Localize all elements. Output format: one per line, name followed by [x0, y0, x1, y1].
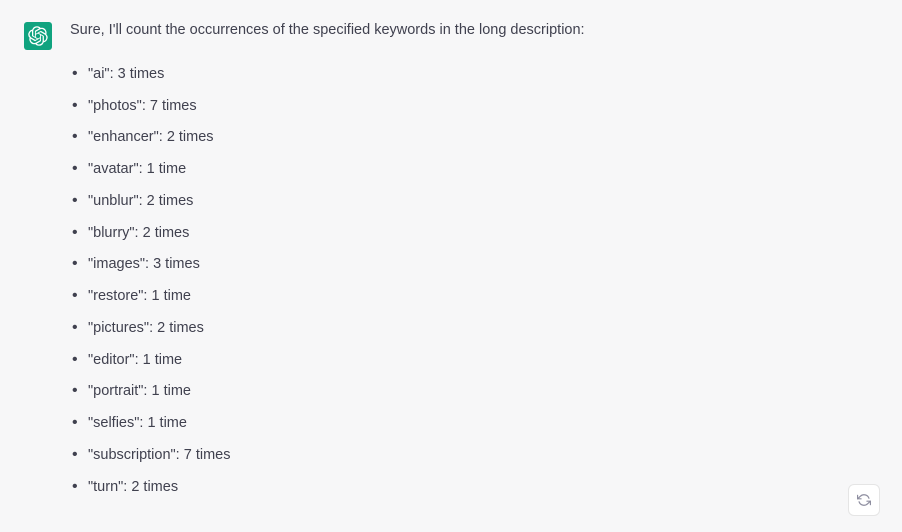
- list-item: "ai": 3 times: [72, 64, 878, 86]
- refresh-icon: [857, 493, 871, 507]
- list-item: "blurry": 2 times: [72, 223, 878, 245]
- intro-text: Sure, I'll count the occurrences of the …: [70, 20, 878, 42]
- list-item: "turn": 2 times: [72, 477, 878, 499]
- openai-logo-icon: [28, 26, 48, 46]
- message-row: Sure, I'll count the occurrences of the …: [24, 20, 878, 508]
- list-item: "selfies": 1 time: [72, 413, 878, 435]
- list-item: "enhancer": 2 times: [72, 127, 878, 149]
- list-item: "restore": 1 time: [72, 286, 878, 308]
- keyword-list: "ai": 3 times "photos": 7 times "enhance…: [70, 64, 878, 499]
- assistant-avatar: [24, 22, 52, 50]
- assistant-message: Sure, I'll count the occurrences of the …: [0, 0, 902, 532]
- list-item: "avatar": 1 time: [72, 159, 878, 181]
- list-item: "portrait": 1 time: [72, 381, 878, 403]
- list-item: "photos": 7 times: [72, 96, 878, 118]
- list-item: "pictures": 2 times: [72, 318, 878, 340]
- message-content: Sure, I'll count the occurrences of the …: [70, 20, 878, 508]
- list-item: "editor": 1 time: [72, 350, 878, 372]
- list-item: "images": 3 times: [72, 254, 878, 276]
- list-item: "subscription": 7 times: [72, 445, 878, 467]
- regenerate-button[interactable]: [848, 484, 880, 516]
- list-item: "unblur": 2 times: [72, 191, 878, 213]
